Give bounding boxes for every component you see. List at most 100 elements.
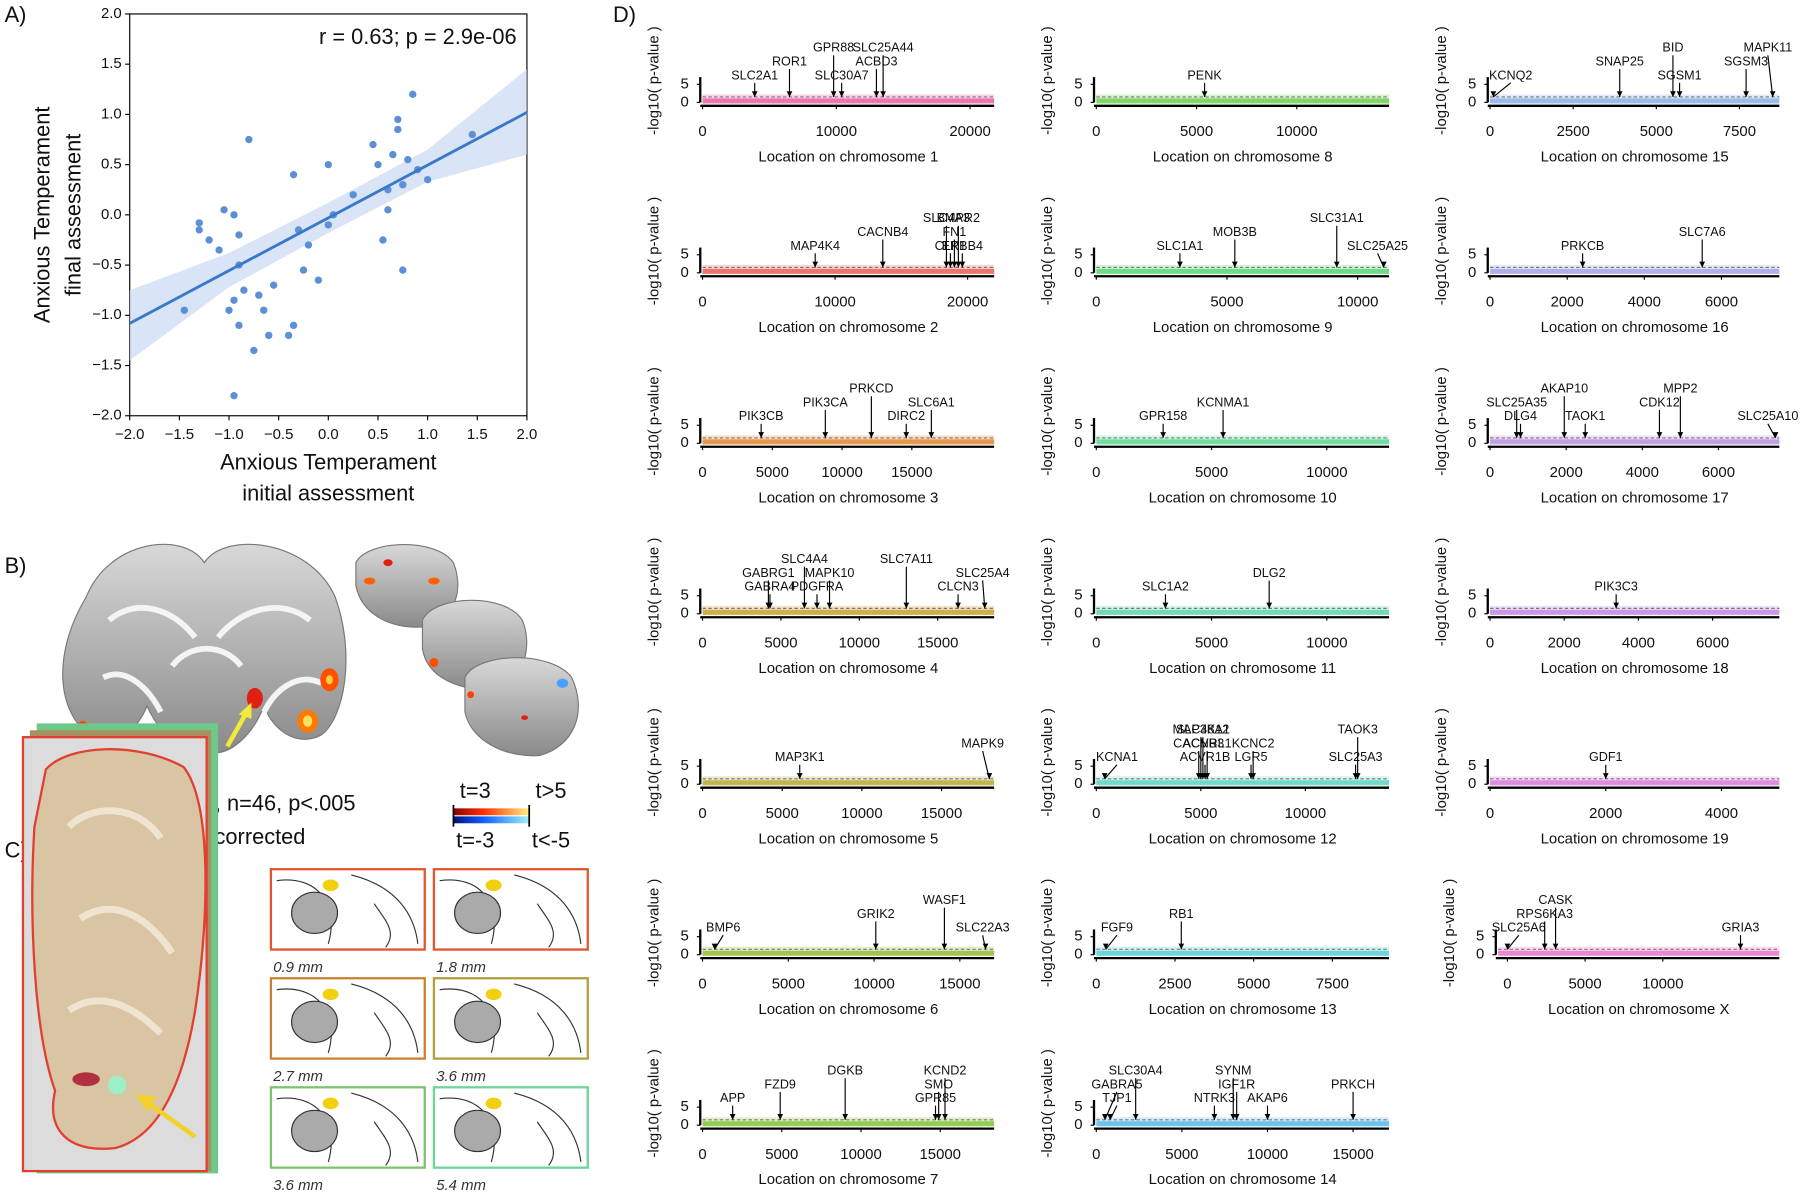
x-tick-label: 15000: [921, 805, 962, 822]
plots: −2.0 −1.5 −1.0 −0.5 0.0 0.5 1.0 1.5 2.0 −2.0 −1.5 −…: [29, 5, 1798, 1188]
gene-arrowhead: [872, 943, 879, 950]
gene-arrowhead: [903, 432, 910, 438]
x-tick-label: 0: [698, 123, 706, 140]
x-tick-label: 20000: [949, 123, 990, 140]
x-axis-label: initial assessment: [242, 481, 414, 506]
point: [230, 391, 238, 400]
y-tick-label: 0: [1468, 93, 1476, 110]
gene-arrowhead: [1230, 1114, 1237, 1120]
x-axis-label: Location on chromosome 3: [758, 489, 938, 506]
y-axis-label: -log10( p-value ): [645, 708, 662, 817]
x-tick-label: 0: [1092, 635, 1100, 652]
x-tick-label: 10000: [840, 1146, 881, 1163]
x-tick-label: 4000: [1628, 294, 1661, 311]
x-tick-label: 5000: [1195, 635, 1228, 652]
gene-arrowhead: [826, 602, 833, 609]
gene-label: IGF1R: [1218, 1077, 1255, 1091]
y-tick-label: −0.5: [92, 256, 121, 273]
gene-arrowhead: [1162, 602, 1169, 609]
x-tick-label: 2000: [1589, 805, 1622, 822]
gene-label: SLC30A7: [815, 68, 869, 82]
y-tick-label: 5: [680, 757, 688, 774]
point: [255, 291, 263, 299]
point-cloud: [1096, 780, 1390, 786]
point-cloud: [702, 98, 995, 104]
gene-label: PRKCB: [1561, 239, 1604, 253]
gene-arrowhead: [838, 91, 845, 97]
x-tick-label: 2.0: [517, 426, 538, 443]
point-cloud: [1096, 1121, 1390, 1127]
gene-arrowhead: [1201, 91, 1208, 97]
slice-thumbnails: 0.9 mm 1.8 mm 2.7 mm 3.6 mm 3.6 mm 5.4 mm: [269, 868, 589, 1194]
gene-label: KCND2: [924, 1064, 967, 1078]
point-cloud: [702, 1121, 995, 1127]
point: [389, 150, 397, 159]
point-cloud: [1490, 268, 1780, 274]
gene-label: GPR85: [915, 1091, 956, 1105]
y-tick-label: 5: [1468, 75, 1476, 92]
annotation: r = 0.63; p = 2.9e-06: [319, 24, 517, 49]
point: [270, 281, 278, 289]
y-tick-label: −1.5: [92, 356, 121, 373]
x-tick-label: 0: [1486, 294, 1494, 311]
gene-arrowhead: [1517, 432, 1524, 438]
point-cloud: [1096, 439, 1390, 445]
gene-label: PIK3CA: [803, 395, 848, 409]
gene-arrowhead: [1552, 943, 1559, 950]
x-axis-label: Location on chromosome 17: [1541, 489, 1729, 506]
x-axis-label: Location on chromosome 4: [758, 660, 938, 677]
x-tick-label: 5000: [1165, 1146, 1198, 1163]
gene-arrowhead: [758, 432, 765, 438]
y-tick-label: 5: [1468, 587, 1476, 604]
y-tick-label: 0: [1468, 434, 1476, 451]
x-axis-label: Location on chromosome 7: [758, 1171, 938, 1188]
y-axis-label: -log10( p-value ): [645, 1049, 662, 1158]
panel-label: D): [613, 2, 636, 27]
x-axis-label: Location on chromosome 13: [1149, 1001, 1337, 1018]
gene-arrowhead: [1504, 943, 1511, 950]
gene-label: SLC25A4: [956, 566, 1010, 580]
gene-arrowhead: [935, 1114, 942, 1120]
gene-arrowhead: [1380, 261, 1387, 268]
gene-arrowhead: [1582, 432, 1589, 438]
gene-label: RB1: [1169, 907, 1194, 921]
gene-label: AKAP6: [1247, 1091, 1288, 1105]
gene-label: PDGFRA: [791, 580, 844, 594]
slice-region: [454, 891, 502, 935]
point: [230, 211, 238, 219]
x-tick-label: 2500: [1158, 976, 1191, 993]
point-cloud: [1096, 609, 1390, 615]
gene-label: SMO: [924, 1077, 953, 1091]
y-axis-label: -log10( p-value ): [1441, 879, 1458, 988]
gene-arrowhead: [1102, 943, 1109, 950]
gene-arrowhead: [786, 91, 793, 97]
gene-label: GRIA3: [1722, 921, 1760, 935]
x-axis-label: Location on chromosome 19: [1541, 830, 1729, 847]
gene-label: SLC25A6: [1492, 921, 1546, 935]
x-tick-label: 1.5: [467, 426, 488, 443]
point: [399, 266, 407, 274]
gene-arrowhead: [873, 91, 880, 97]
y-tick-label: 5: [680, 587, 688, 604]
gene-label: MAP4K4: [790, 239, 840, 253]
x-tick-label: 5000: [766, 805, 799, 822]
x-tick-label: 5000: [772, 976, 805, 993]
gene-label: ACVR1B: [1180, 750, 1230, 764]
point: [260, 306, 268, 314]
y-axis-label: -log10( p-value ): [1039, 367, 1056, 476]
x-tick-label: 0: [698, 464, 706, 481]
gene-arrowhead: [1772, 432, 1779, 438]
x-tick-label: 0: [1092, 294, 1100, 311]
y-tick-label: 0: [1074, 264, 1082, 281]
x-tick-label: 6000: [1705, 294, 1738, 311]
gene-arrow: [1493, 82, 1512, 98]
panel-label: B): [5, 553, 27, 578]
x-tick-label: 10000: [1337, 294, 1378, 311]
gene-label: GDF1: [1589, 750, 1623, 764]
x-tick-label: 5000: [1237, 976, 1270, 993]
x-tick-label: 0: [1486, 635, 1494, 652]
x-tick-label: 0: [1092, 976, 1100, 993]
point: [409, 90, 417, 98]
gene-arrowhead: [1211, 1114, 1218, 1120]
gene-label: LGR5: [1235, 750, 1268, 764]
